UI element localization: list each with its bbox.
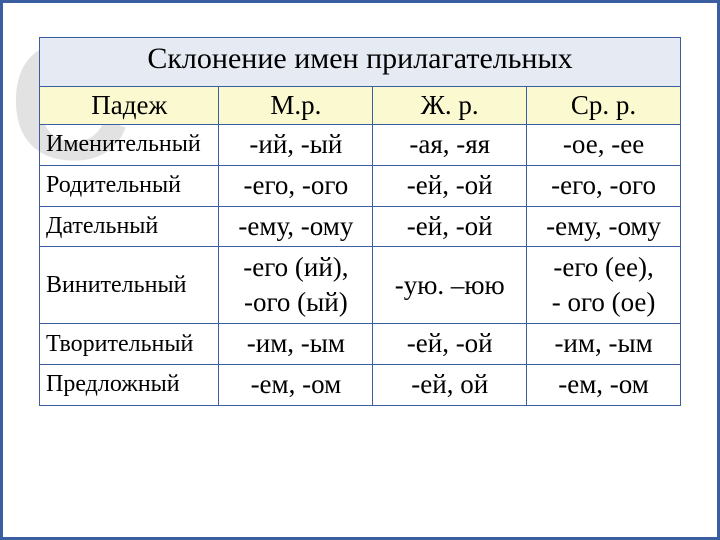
table-row: Дательный -ему, -ому -ей, -ой -ему, -ому bbox=[40, 206, 681, 247]
ending-n: -его, -ого bbox=[527, 165, 681, 206]
ending-n: -ему, -ому bbox=[527, 206, 681, 247]
table-row: Родительный -его, -ого -ей, -ой -его, -о… bbox=[40, 165, 681, 206]
ending-f: -ей, -ой bbox=[373, 324, 527, 365]
content-area: Склонение имен прилагательных Падеж М.р.… bbox=[39, 37, 681, 406]
case-name: Творительный bbox=[40, 324, 219, 365]
case-name: Предложный bbox=[40, 365, 219, 406]
ending-m: -его (ий),-ого (ый) bbox=[219, 247, 373, 324]
header-case: Падеж bbox=[40, 87, 219, 125]
ending-f: -ая, -яя bbox=[373, 125, 527, 166]
ending-f: -ей, -ой bbox=[373, 206, 527, 247]
table-title: Склонение имен прилагательных bbox=[40, 38, 681, 87]
ending-n: -ое, -ее bbox=[527, 125, 681, 166]
header-neut: Ср. р. bbox=[527, 87, 681, 125]
ending-m: -им, -ым bbox=[219, 324, 373, 365]
table-header-row: Падеж М.р. Ж. р. Ср. р. bbox=[40, 87, 681, 125]
slide-frame: С Склонение имен прилагательных Падеж М.… bbox=[0, 0, 720, 540]
table-row: Винительный -его (ий),-ого (ый) -ую. –юю… bbox=[40, 247, 681, 324]
case-name: Винительный bbox=[40, 247, 219, 324]
ending-n: -его (ее),- ого (ое) bbox=[527, 247, 681, 324]
table-row: Творительный -им, -ым -ей, -ой -им, -ым bbox=[40, 324, 681, 365]
ending-f: -ей, ой bbox=[373, 365, 527, 406]
case-name: Именительный bbox=[40, 125, 219, 166]
table-row: Предложный -ем, -ом -ей, ой -ем, -ом bbox=[40, 365, 681, 406]
case-name: Дательный bbox=[40, 206, 219, 247]
ending-m: -ему, -ому bbox=[219, 206, 373, 247]
ending-f: -ую. –юю bbox=[373, 247, 527, 324]
table-row: Именительный -ий, -ый -ая, -яя -ое, -ее bbox=[40, 125, 681, 166]
header-fem: Ж. р. bbox=[373, 87, 527, 125]
ending-m: -его, -ого bbox=[219, 165, 373, 206]
ending-n: -им, -ым bbox=[527, 324, 681, 365]
case-name: Родительный bbox=[40, 165, 219, 206]
ending-m: -ем, -ом bbox=[219, 365, 373, 406]
ending-m: -ий, -ый bbox=[219, 125, 373, 166]
ending-f: -ей, -ой bbox=[373, 165, 527, 206]
declension-table: Склонение имен прилагательных Падеж М.р.… bbox=[39, 37, 681, 406]
ending-n: -ем, -ом bbox=[527, 365, 681, 406]
table-title-row: Склонение имен прилагательных bbox=[40, 38, 681, 87]
header-masc: М.р. bbox=[219, 87, 373, 125]
